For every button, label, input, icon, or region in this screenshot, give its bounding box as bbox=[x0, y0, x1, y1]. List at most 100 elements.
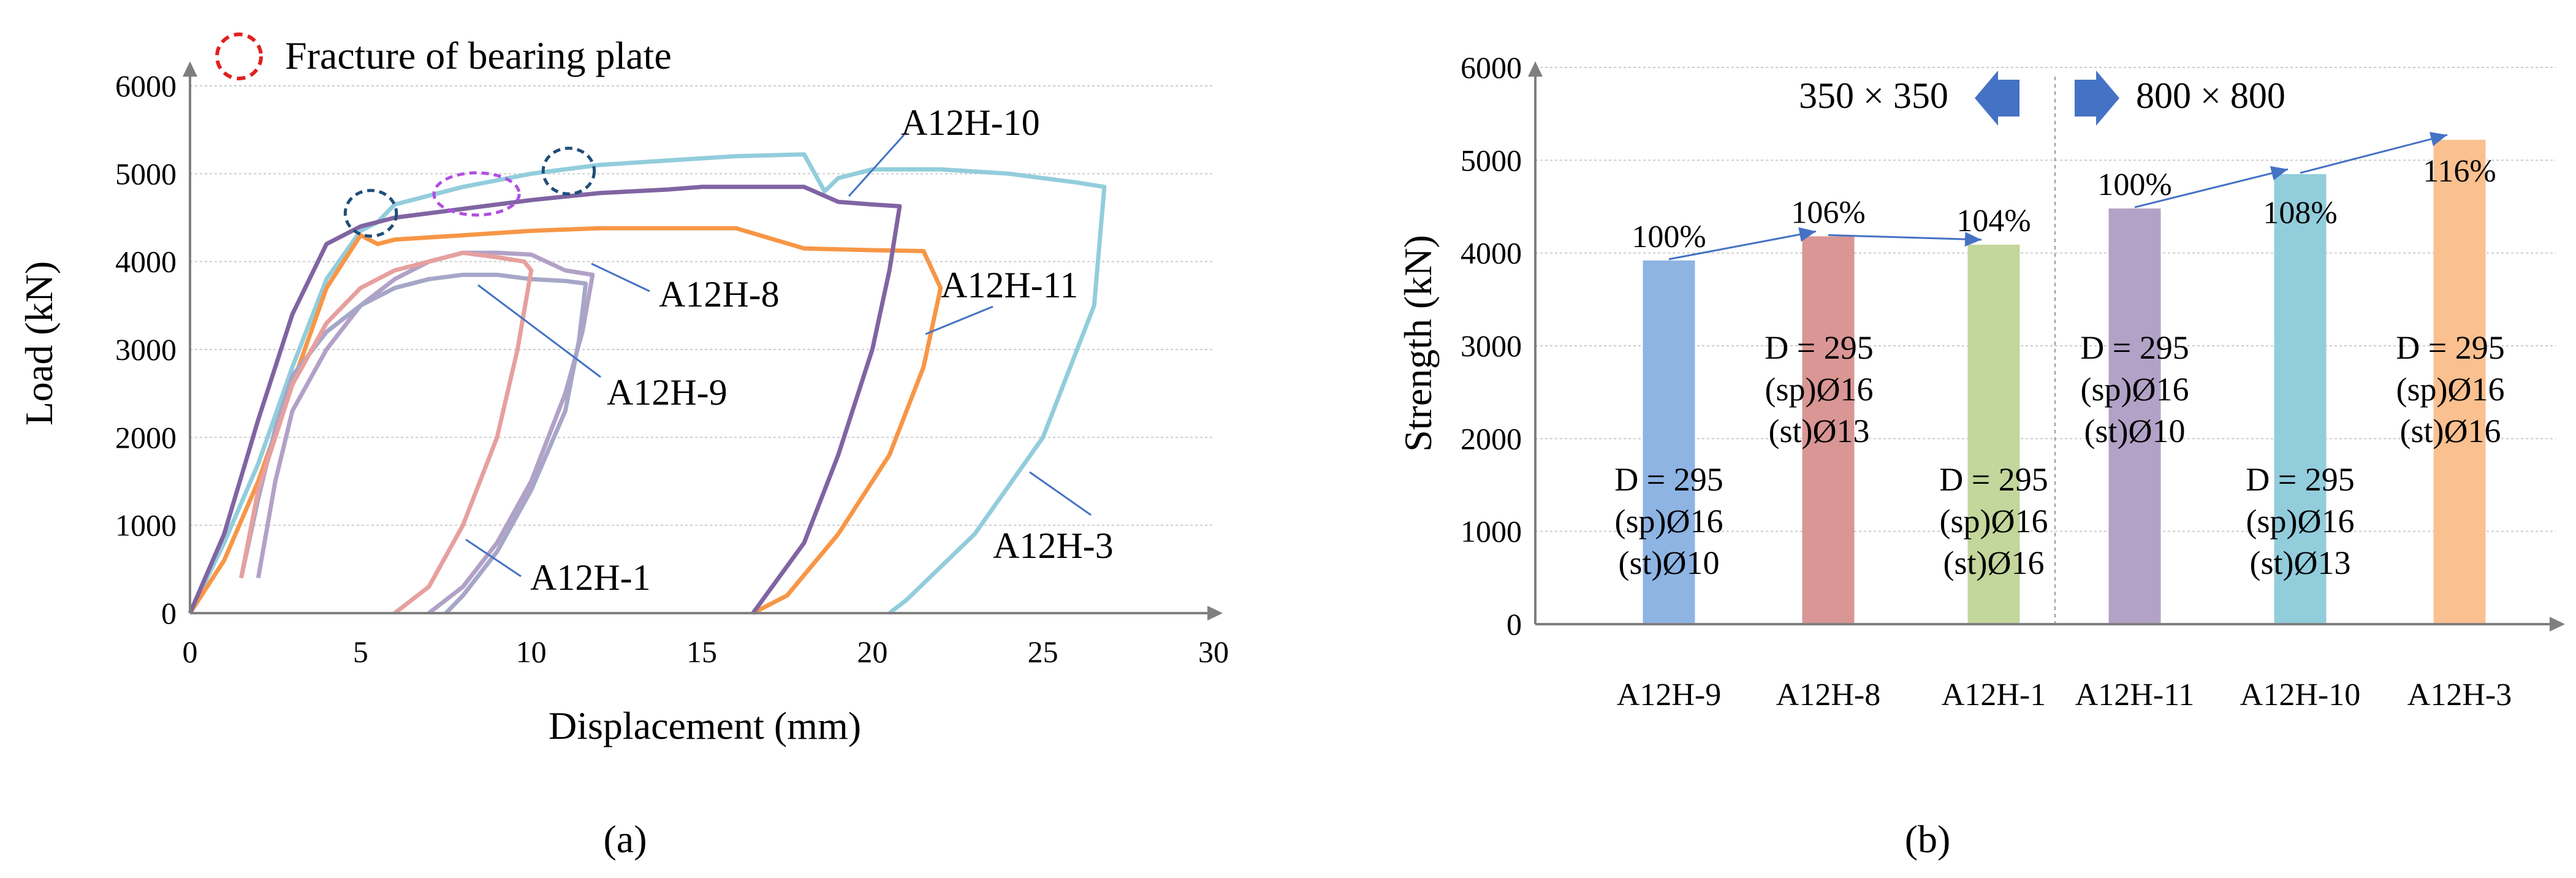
panel-b-trend-arrows bbox=[1668, 132, 2448, 261]
panel-b-condition-labels: D = 295 (sp)Ø16 (st)Ø10 D = 295 (sp)Ø16 (st)Ø… bbox=[1614, 329, 2504, 581]
bar-a12h-3 bbox=[2433, 140, 2486, 625]
x-tick-label: 30 bbox=[1198, 635, 1229, 669]
callout-a12h-10: A12H-10 bbox=[901, 102, 1040, 143]
panel-b-y-axis-title: Strength (kN) bbox=[1396, 235, 1440, 452]
curve-a12h-11 bbox=[188, 226, 943, 616]
callout-arrow bbox=[477, 284, 601, 378]
panel-b-y-tick-labels: 0 1000 2000 3000 4000 5000 6000 bbox=[1461, 50, 1522, 641]
y-tick-label: 2000 bbox=[115, 420, 177, 454]
callout-arrow bbox=[848, 134, 905, 197]
bar-a12h-9 bbox=[1643, 260, 1695, 625]
panel-a-curves bbox=[188, 152, 1107, 616]
callout-arrow bbox=[1029, 471, 1092, 516]
callout-arrow bbox=[591, 262, 650, 292]
fracture-marker bbox=[432, 171, 521, 217]
trend-arrow bbox=[1828, 232, 1982, 247]
condition-label: D = 295 bbox=[2080, 329, 2189, 366]
bar-a12h-11 bbox=[2108, 208, 2161, 624]
panel-a-y-axis-arrow bbox=[183, 61, 197, 77]
group-label-800: 800 × 800 bbox=[2136, 75, 2285, 116]
y-tick-label: 1000 bbox=[1461, 514, 1522, 549]
condition-label: (st)Ø10 bbox=[1619, 544, 1720, 581]
y-tick-label: 4000 bbox=[115, 245, 177, 279]
trend-arrow bbox=[2134, 166, 2289, 208]
fracture-marker bbox=[343, 189, 398, 238]
y-tick-label: 2000 bbox=[1461, 421, 1522, 456]
y-tick-label: 3000 bbox=[115, 332, 177, 367]
callout-arrow bbox=[465, 538, 522, 578]
category-label: A12H-3 bbox=[2407, 678, 2512, 712]
condition-label: D = 295 bbox=[1765, 329, 1873, 366]
panel-b-category-labels: A12H-9 A12H-8 A12H-1 A12H-11 A12H-10 A12H-3 bbox=[1617, 678, 2512, 712]
category-label: A12H-1 bbox=[1942, 678, 2046, 712]
legend-label: Fracture of bearing plate bbox=[285, 34, 672, 77]
callout-a12h-3: A12H-3 bbox=[993, 525, 1114, 566]
condition-label: D = 295 bbox=[1939, 461, 2048, 498]
bar-a12h-8 bbox=[1802, 236, 1855, 625]
percent-label: 108% bbox=[2263, 196, 2337, 231]
condition-label: (st)Ø10 bbox=[2084, 413, 2186, 449]
x-tick-label: 0 bbox=[183, 635, 198, 669]
trend-arrow bbox=[2300, 132, 2448, 174]
condition-label: (st)Ø16 bbox=[1943, 544, 2045, 581]
y-tick-label: 1000 bbox=[115, 508, 177, 543]
category-label: A12H-11 bbox=[2075, 678, 2195, 712]
panel-b-percent-labels: 100% 106% 104% 100% 108% 116% bbox=[1632, 154, 2496, 254]
panel-b-x-axis-arrow bbox=[2550, 617, 2565, 632]
curve-a12h-10 bbox=[188, 152, 1107, 615]
y-tick-label: 0 bbox=[1506, 607, 1522, 641]
panel-a-y-tick-labels: 0 1000 2000 3000 4000 5000 6000 bbox=[115, 69, 177, 630]
arrow-right-icon bbox=[2075, 71, 2119, 126]
callout-a12h-9: A12H-9 bbox=[607, 372, 728, 413]
panel-a-callouts: A12H-10 A12H-11 A12H-8 A12H-9 A12H-1 A12… bbox=[465, 102, 1114, 598]
panel-a-x-axis-title: Displacement (mm) bbox=[549, 704, 861, 747]
callout-a12h-1: A12H-1 bbox=[530, 557, 651, 598]
curve-a12h-1 bbox=[239, 250, 534, 615]
y-tick-label: 6000 bbox=[115, 69, 177, 103]
x-tick-label: 25 bbox=[1028, 635, 1058, 669]
x-tick-label: 10 bbox=[516, 635, 547, 669]
curve-a12h-3 bbox=[188, 185, 902, 615]
condition-label: (sp)Ø16 bbox=[2246, 503, 2355, 540]
bar-a12h-1 bbox=[1967, 245, 2020, 625]
condition-label: (sp)Ø16 bbox=[2081, 371, 2189, 408]
panel-b-bars bbox=[1643, 140, 2486, 625]
percent-label: 106% bbox=[1791, 195, 1865, 230]
y-tick-label: 5000 bbox=[115, 156, 177, 191]
condition-label: (st)Ø13 bbox=[2250, 544, 2351, 581]
percent-label: 104% bbox=[1956, 204, 2031, 239]
y-tick-label: 4000 bbox=[1461, 236, 1522, 270]
fracture-marker bbox=[541, 147, 596, 196]
category-label: A12H-9 bbox=[1617, 678, 1721, 712]
panel-a-fracture-markers bbox=[343, 147, 596, 238]
curve-a12h-9 bbox=[239, 272, 588, 615]
panel-b-label: (b) bbox=[1905, 817, 1951, 861]
condition-label: (sp)Ø16 bbox=[1765, 371, 1874, 408]
panel-b-gridlines bbox=[1535, 67, 2556, 532]
percent-label: 100% bbox=[2097, 167, 2171, 202]
panel-a-line-chart: 0 5 10 15 20 25 30 0 1000 2000 3000 4000 5000 6000 D… bbox=[17, 32, 1229, 861]
group-label-350: 350 × 350 bbox=[1799, 75, 1948, 116]
arrow-left-icon bbox=[1975, 71, 2019, 126]
condition-label: (sp)Ø16 bbox=[1615, 503, 1723, 540]
callout-arrow bbox=[925, 305, 994, 335]
category-label: A12H-10 bbox=[2240, 678, 2360, 712]
category-label: A12H-8 bbox=[1776, 678, 1880, 712]
condition-label: (sp)Ø16 bbox=[2396, 371, 2505, 408]
y-tick-label: 3000 bbox=[1461, 329, 1522, 363]
percent-label: 116% bbox=[2423, 154, 2496, 189]
legend-dashed-circle-icon bbox=[215, 32, 263, 80]
y-tick-label: 6000 bbox=[1461, 50, 1522, 85]
condition-label: (sp)Ø16 bbox=[1940, 503, 2048, 540]
panel-a-gridlines bbox=[190, 85, 1214, 526]
y-tick-label: 5000 bbox=[1461, 143, 1522, 177]
condition-label: D = 295 bbox=[2246, 461, 2354, 498]
panel-a-label: (a) bbox=[603, 817, 647, 861]
condition-label: D = 295 bbox=[2396, 329, 2504, 366]
curve-a12h-8 bbox=[256, 250, 595, 615]
condition-label: (st)Ø16 bbox=[2400, 413, 2501, 449]
y-tick-label: 0 bbox=[161, 596, 177, 630]
condition-label: D = 295 bbox=[1614, 461, 1723, 498]
